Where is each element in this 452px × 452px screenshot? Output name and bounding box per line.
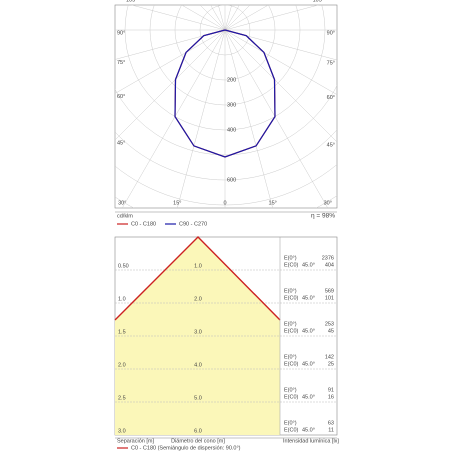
footer-diameter: Diámetro del cono [m] (171, 438, 225, 444)
footer-separation: Separación [m] (117, 438, 154, 444)
e0-label: E(0°) (284, 255, 297, 261)
radial-tick-label: 300 (227, 102, 236, 108)
ec-label: E(C0) (284, 328, 299, 334)
grid-spoke (224, 5, 320, 31)
radial-tick-label: 200 (227, 77, 236, 83)
polar-labels: 105° 90° 75° 60° 45° 30° 15° 0 15° 30° 45° 60° 75° 90… (117, 0, 335, 206)
ec-label: E(C0) (284, 262, 299, 268)
separation: 1.5 (118, 329, 126, 335)
angle-tick-label: 90° (117, 30, 125, 36)
e0-label: E(0°) (284, 354, 297, 360)
angle-tick-label: 45° (117, 140, 125, 146)
ec-value: 11 (328, 427, 334, 433)
angle-tick-label: 60° (117, 94, 125, 100)
ec-angle: 45.0° (302, 394, 315, 400)
efficiency: η = 98% (311, 213, 335, 220)
grid-spoke (224, 29, 337, 61)
angle-tick-label: 15° (269, 200, 277, 206)
grid-spoke (130, 5, 226, 31)
grid-spoke (224, 29, 329, 208)
diameter: 2.0 (194, 296, 202, 302)
diameter: 5.0 (194, 395, 202, 401)
diameter: 3.0 (194, 329, 202, 335)
separation: 1.0 (118, 296, 126, 302)
legend: C0 - C180 C90 - C270 (117, 221, 207, 227)
legend-label: C0 - C180 (131, 221, 156, 227)
ec-label: E(C0) (284, 295, 299, 301)
grid-spoke (115, 29, 226, 60)
ec-angle: 45.0° (302, 427, 315, 433)
polar-frame (114, 4, 338, 209)
ec-value: 101 (325, 295, 334, 301)
angle-tick-label: 30° (324, 200, 332, 206)
e0-label: E(0°) (284, 288, 297, 294)
grid-spoke (224, 29, 337, 143)
grid-spoke (115, 29, 226, 94)
polar-curves (174, 29, 276, 158)
angle-tick-label: 105° (313, 0, 324, 3)
ec-label: E(C0) (284, 361, 299, 367)
ec-label: E(C0) (284, 427, 299, 433)
polar-grid (115, 5, 337, 208)
ec-angle: 45.0° (302, 262, 315, 268)
angle-tick-label: 105° (126, 0, 137, 3)
legend-label: C90 - C270 (179, 221, 207, 227)
intensity-curve (174, 29, 276, 158)
angle-tick-label: 30° (118, 200, 126, 206)
angle-tick-label: 45° (327, 142, 335, 148)
diameter: 6.0 (194, 428, 202, 434)
separation: 0.50 (118, 263, 129, 269)
angle-tick-label: 75° (327, 60, 335, 66)
radial-tick-label: 400 (227, 127, 236, 133)
diameter: 4.0 (194, 362, 202, 368)
e0-label: E(0°) (284, 387, 297, 393)
grid-spoke (115, 29, 226, 141)
ec-value: 45 (328, 328, 334, 334)
ec-value: 25 (328, 361, 334, 367)
angle-tick-label: 75° (117, 60, 125, 66)
separation: 3.0 (118, 428, 126, 434)
grid-spoke (177, 29, 226, 208)
unit: cd/klm (117, 213, 133, 219)
e0-value: 91 (328, 387, 334, 393)
ec-value: 404 (325, 262, 334, 268)
e0-value: 2376 (322, 255, 334, 261)
e0-value: 142 (325, 354, 334, 360)
e0-value: 569 (325, 288, 334, 294)
angle-tick-label: 0 (223, 200, 226, 206)
grid-spoke (121, 29, 226, 208)
footer-intensity: Intensidad lumínica [lx] (283, 438, 339, 444)
ec-angle: 45.0° (302, 328, 315, 334)
radial-tick-label: 600 (227, 177, 236, 183)
angle-tick-label: 15° (173, 200, 181, 206)
separation: 2.0 (118, 362, 126, 368)
e0-value: 253 (325, 321, 334, 327)
grid-spoke (224, 29, 337, 95)
e0-label: E(0°) (284, 321, 297, 327)
diameter: 1.0 (194, 263, 202, 269)
ec-label: E(C0) (284, 394, 299, 400)
cone-outline (114, 236, 281, 321)
grid-spoke (224, 29, 273, 208)
e0-value: 63 (328, 420, 334, 426)
ec-angle: 45.0° (302, 361, 315, 367)
separation: 2.5 (118, 395, 126, 401)
angle-tick-label: 60° (327, 95, 335, 101)
ec-value: 16 (328, 394, 334, 400)
e0-label: E(0°) (284, 420, 297, 426)
ec-angle: 45.0° (302, 295, 315, 301)
cone-legend: C0 - C180 (Semiángulo de dispersión: 90.… (131, 445, 241, 451)
angle-tick-label: 90° (327, 30, 335, 36)
